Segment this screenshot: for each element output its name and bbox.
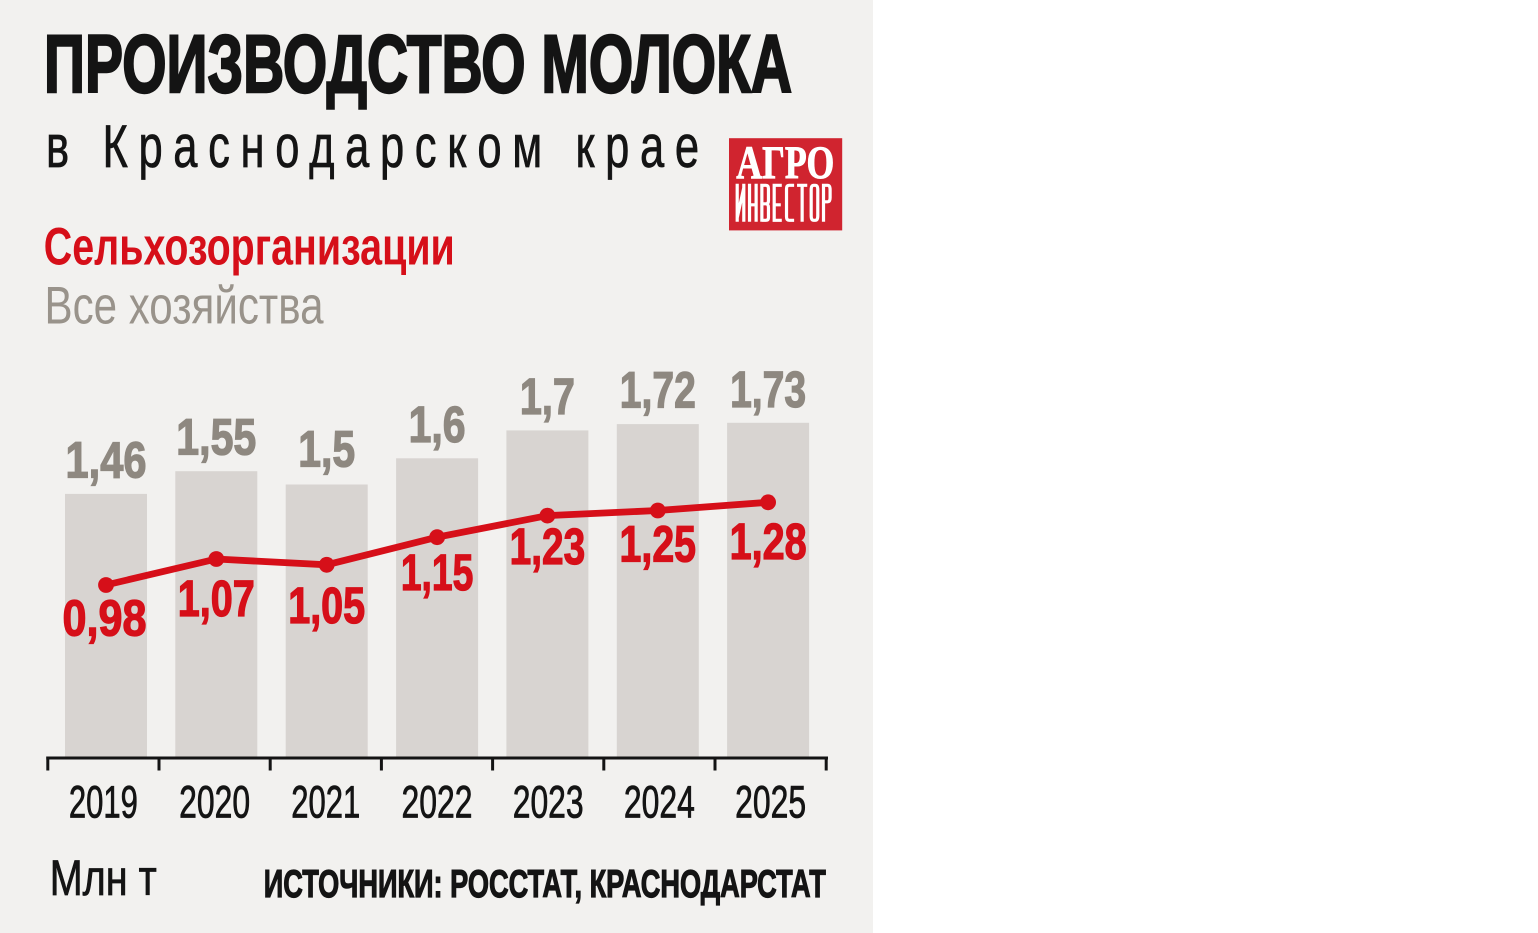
svg-text:2023: 2023 [513, 777, 584, 828]
svg-text:1,72: 1,72 [620, 362, 696, 419]
svg-text:Сельхозорганизации: Сельхозорганизации [44, 217, 455, 276]
svg-text:2025: 2025 [735, 777, 806, 828]
svg-text:2024: 2024 [624, 777, 695, 828]
svg-text:1,6: 1,6 [409, 396, 466, 453]
svg-text:1,7: 1,7 [520, 368, 575, 425]
svg-text:1,23: 1,23 [510, 518, 586, 575]
svg-text:1,46: 1,46 [66, 432, 147, 489]
svg-text:Все хозяйства: Все хозяйства [45, 276, 324, 335]
svg-text:ИСТОЧНИКИ: РОССТАТ, КРАСНОДАРС: ИСТОЧНИКИ: РОССТАТ, КРАСНОДАРСТАТ [264, 863, 826, 906]
svg-text:1,5: 1,5 [298, 421, 355, 478]
svg-text:1,07: 1,07 [178, 570, 255, 627]
svg-text:Млн т: Млн т [50, 850, 157, 906]
svg-text:0,98: 0,98 [63, 590, 147, 647]
svg-text:2019: 2019 [69, 777, 138, 828]
svg-text:АГРО: АГРО [736, 137, 834, 189]
svg-text:1,55: 1,55 [176, 409, 256, 466]
svg-text:2020: 2020 [179, 777, 250, 828]
svg-text:ПРОИЗВОДСТВО МОЛОКА: ПРОИЗВОДСТВО МОЛОКА [44, 19, 792, 110]
svg-text:1,15: 1,15 [401, 544, 474, 601]
svg-text:1,05: 1,05 [288, 577, 365, 634]
svg-text:в Краснодарском крае: в Краснодарском крае [46, 113, 710, 181]
svg-text:2022: 2022 [402, 777, 473, 828]
svg-text:2021: 2021 [291, 777, 360, 828]
svg-text:1,25: 1,25 [620, 516, 697, 573]
svg-text:1,28: 1,28 [730, 513, 807, 570]
svg-text:1,73: 1,73 [730, 361, 806, 418]
